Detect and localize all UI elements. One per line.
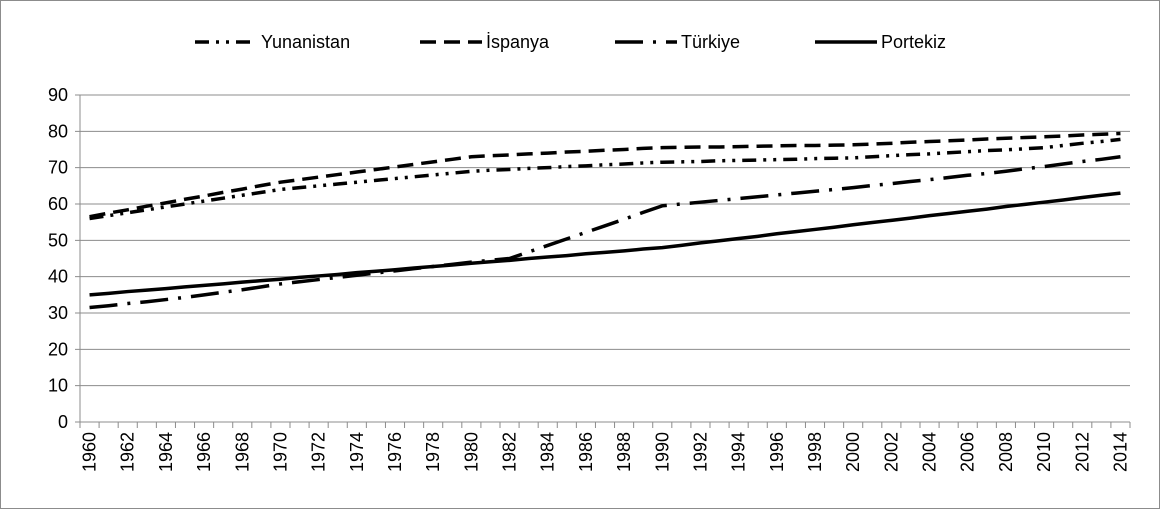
x-tick-label: 1966 [194, 432, 214, 472]
legend-label: Yunanistan [261, 32, 350, 52]
x-tick-label: 2012 [1072, 432, 1092, 472]
y-tick-label: 60 [48, 194, 68, 214]
x-tick-label: 2006 [958, 432, 978, 472]
y-tick-label: 70 [48, 158, 68, 178]
series-line [89, 155, 1121, 310]
x-tick-label: 2014 [1110, 432, 1130, 472]
y-tick-label: 80 [48, 121, 68, 141]
x-tick-label: 2004 [920, 432, 940, 472]
x-tick-label: 1988 [614, 432, 634, 472]
x-tick-label: 1976 [385, 432, 405, 472]
x-tick-label: 2000 [843, 432, 863, 472]
x-tick-label: 1978 [423, 432, 443, 472]
x-tick-label: 1962 [118, 432, 138, 472]
x-tick-label: 1980 [461, 432, 481, 472]
y-tick-label: 10 [48, 376, 68, 396]
series-line [89, 131, 1121, 219]
series-line [89, 191, 1121, 297]
y-tick-label: 30 [48, 303, 68, 323]
legend-label: İspanya [486, 32, 550, 52]
x-tick-label: 1970 [270, 432, 290, 472]
x-tick-label: 1990 [652, 432, 672, 472]
x-tick-label: 2002 [881, 432, 901, 472]
legend-label: Türkiye [681, 32, 740, 52]
series-line [89, 137, 1121, 221]
x-tick-label: 1986 [576, 432, 596, 472]
x-tick-label: 1972 [309, 432, 329, 472]
x-tick-label: 1974 [347, 432, 367, 472]
x-tick-label: 1992 [690, 432, 710, 472]
x-tick-label: 2008 [996, 432, 1016, 472]
y-tick-label: 20 [48, 339, 68, 359]
x-tick-label: 1998 [805, 432, 825, 472]
x-tick-label: 1994 [729, 432, 749, 472]
x-tick-label: 1996 [767, 432, 787, 472]
x-tick-label: 1960 [80, 432, 100, 472]
x-tick-label: 1984 [538, 432, 558, 472]
y-tick-label: 50 [48, 230, 68, 250]
legend-label: Portekiz [881, 32, 946, 52]
x-tick-label: 1964 [156, 432, 176, 472]
x-tick-label: 1968 [232, 432, 252, 472]
y-tick-label: 0 [58, 412, 68, 432]
x-tick-label: 1982 [500, 432, 520, 472]
y-tick-label: 40 [48, 267, 68, 287]
y-tick-label: 90 [48, 85, 68, 105]
x-tick-label: 2010 [1034, 432, 1054, 472]
